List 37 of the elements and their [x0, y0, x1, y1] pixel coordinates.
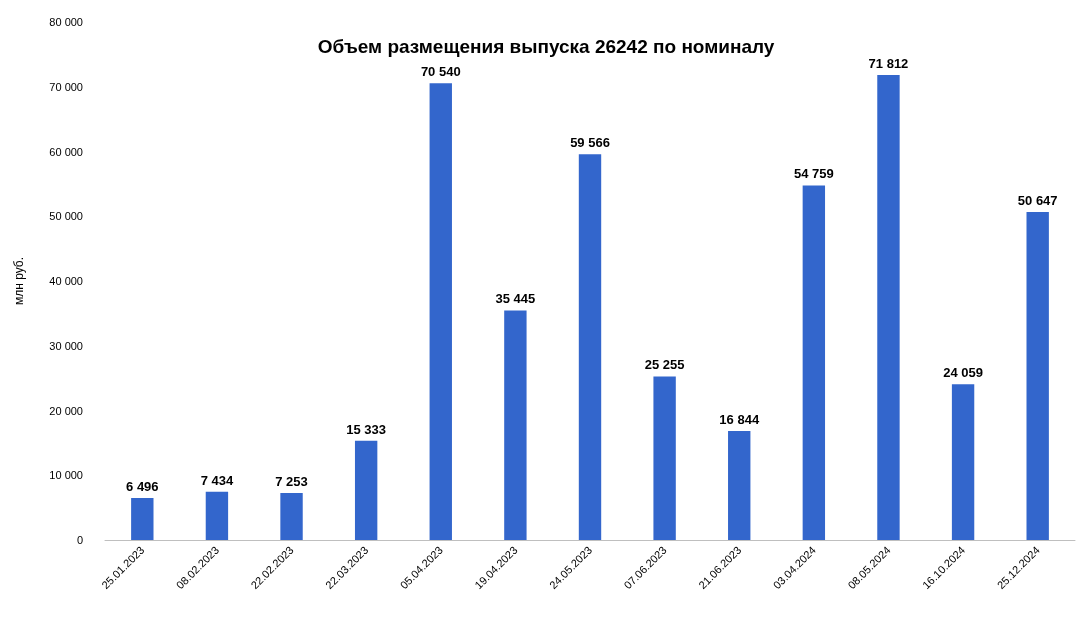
bar — [951, 384, 975, 540]
data-label: 71 812 — [868, 56, 909, 72]
data-label: 7 253 — [275, 474, 308, 490]
y-tick-label: 80 000 — [49, 16, 83, 28]
data-label: 54 759 — [793, 166, 834, 182]
y-tick-label: 60 000 — [49, 145, 83, 158]
text: Объем размещения выпуска 26242 по номиналу — [317, 36, 775, 57]
bar — [802, 185, 826, 540]
data-label: 7 434 — [200, 472, 234, 488]
bar — [653, 376, 676, 540]
y-tick-label: 50 000 — [49, 210, 83, 223]
bar — [354, 440, 378, 540]
bar — [205, 491, 229, 540]
bar — [429, 83, 452, 540]
data-label: 16 844 — [719, 411, 760, 427]
y-tick-label: 0 — [76, 534, 83, 546]
y-tick-label: 30 000 — [49, 339, 83, 352]
data-label: 6 496 — [126, 478, 159, 494]
bar — [1026, 212, 1049, 540]
y-tick-label: 20 000 — [49, 404, 83, 417]
y-axis-title: млн руб. — [12, 256, 26, 306]
bar — [131, 497, 154, 540]
bar — [877, 75, 900, 540]
data-label: 25 255 — [644, 357, 685, 373]
y-tick-label: 70 000 — [49, 80, 83, 93]
bar — [504, 310, 527, 540]
data-label: 15 333 — [346, 421, 387, 437]
bar — [728, 430, 751, 540]
y-tick-label: 10 000 — [49, 469, 83, 482]
bar — [578, 154, 602, 540]
y-tick-label: 40 000 — [49, 275, 83, 287]
data-label: 24 059 — [943, 365, 983, 381]
data-label: 50 647 — [1017, 193, 1058, 209]
bar — [280, 493, 303, 540]
data-label: 59 566 — [570, 135, 610, 151]
data-label: 70 540 — [420, 64, 461, 80]
data-label: 35 445 — [495, 291, 536, 307]
